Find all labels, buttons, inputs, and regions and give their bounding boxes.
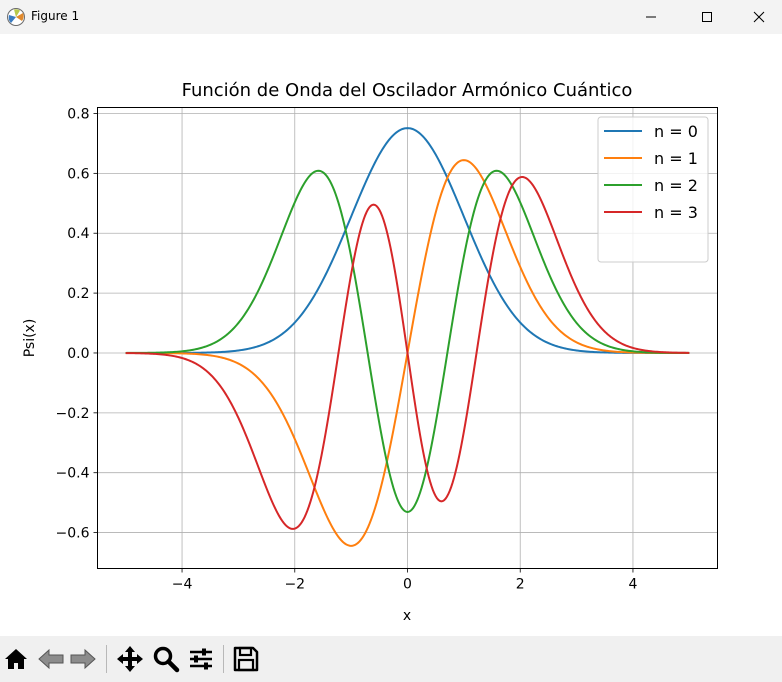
chart-title: Función de Onda del Oscilador Armónico C… <box>182 80 633 101</box>
y-tick-label: −0.4 <box>56 466 90 482</box>
back-icon[interactable] <box>36 644 66 674</box>
pan-icon[interactable] <box>115 644 145 674</box>
window-titlebar: Figure 1 <box>0 0 782 34</box>
x-tick-label: 0 <box>403 577 412 593</box>
series-lines <box>125 127 690 547</box>
x-axis-label: x <box>403 608 411 624</box>
legend-label: n = 1 <box>654 149 698 168</box>
forward-icon[interactable] <box>68 644 98 674</box>
y-tick-label: 0.0 <box>67 346 89 362</box>
line-chart: −4 −2 0 2 4 −0.6 −0.4 −0.2 0.0 0.2 0.4 0.6 0.8 Func… <box>22 80 718 624</box>
legend-label: n = 0 <box>654 122 698 141</box>
x-ticks: −4 −2 0 2 4 <box>172 568 637 593</box>
window-title: Figure 1 <box>31 9 80 23</box>
home-icon[interactable] <box>1 644 31 674</box>
x-tick-label: 2 <box>516 577 525 593</box>
y-ticks: −0.6 −0.4 −0.2 0.0 0.2 0.4 0.6 0.8 <box>56 106 98 542</box>
x-tick-label: −4 <box>172 577 193 593</box>
series-line-n0 <box>125 127 690 354</box>
legend-label: n = 3 <box>654 203 698 222</box>
y-axis-label: Psi(x) <box>22 319 38 358</box>
series-line-n3 <box>125 175 690 530</box>
y-tick-label: 0.6 <box>67 166 89 182</box>
save-icon[interactable] <box>231 644 261 674</box>
y-tick-label: 0.2 <box>67 286 89 302</box>
legend-label: n = 2 <box>654 176 698 195</box>
minimize-button[interactable] <box>628 0 674 34</box>
navigation-toolbar <box>0 636 782 682</box>
legend-box <box>597 116 709 263</box>
toolbar-separator <box>223 645 224 673</box>
toolbar-separator <box>106 645 107 673</box>
x-tick-label: −2 <box>284 577 305 593</box>
x-tick-label: 4 <box>628 577 637 593</box>
configure-subplots-icon[interactable] <box>186 644 216 674</box>
y-tick-label: 0.8 <box>67 106 89 122</box>
y-tick-label: −0.2 <box>56 406 90 422</box>
maximize-button[interactable] <box>684 0 730 34</box>
zoom-icon[interactable] <box>151 644 181 674</box>
figure-canvas[interactable]: −4 −2 0 2 4 −0.6 −0.4 −0.2 0.0 0.2 0.4 0.6 0.8 Func… <box>0 34 782 636</box>
matplotlib-app-icon <box>6 7 26 27</box>
y-tick-label: −0.6 <box>56 526 90 542</box>
close-button[interactable] <box>736 0 782 34</box>
y-tick-label: 0.4 <box>67 226 89 242</box>
series-line-n2 <box>125 169 690 513</box>
legend: n = 0 n = 1 n = 2 n = 3 <box>597 116 709 263</box>
